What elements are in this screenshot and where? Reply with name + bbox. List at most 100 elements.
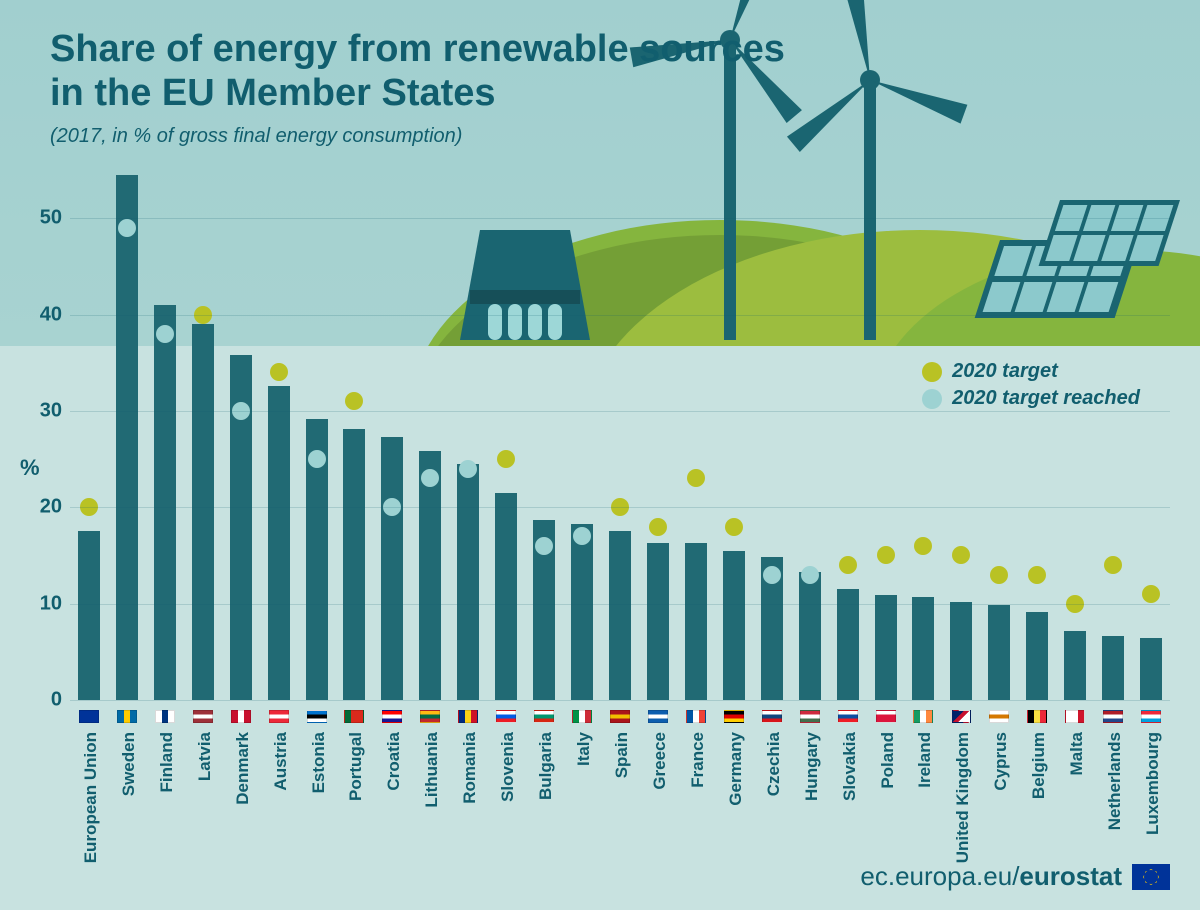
x-label-item: Bulgaria — [534, 710, 554, 732]
subtitle: (2017, in % of gross final energy consum… — [50, 125, 785, 148]
country-label: Greece — [650, 732, 670, 790]
footer-url-bold: eurostat — [1019, 861, 1122, 891]
country-label: Spain — [612, 732, 632, 778]
title-block: Share of energy from renewable sources i… — [50, 28, 785, 148]
target-dot — [497, 450, 515, 468]
bar — [647, 543, 669, 700]
target-dot — [839, 556, 857, 574]
flag-icon — [458, 710, 478, 723]
x-label-item: Luxembourg — [1141, 710, 1161, 732]
country-label: Poland — [878, 732, 898, 789]
y-tick-label: 40 — [22, 303, 62, 326]
flag-icon — [724, 710, 744, 723]
country-label: United Kingdom — [953, 732, 973, 863]
target-dot — [421, 469, 439, 487]
flag-icon — [989, 710, 1009, 723]
flag-icon — [117, 710, 137, 723]
gridline — [70, 604, 1170, 605]
country-label: Estonia — [309, 732, 329, 793]
flag-icon — [838, 710, 858, 723]
legend-label-target: 2020 target — [952, 360, 1058, 383]
x-label-item: Croatia — [382, 710, 402, 732]
flag-icon — [79, 710, 99, 723]
x-labels: European UnionSwedenFinlandLatviaDenmark… — [70, 710, 1170, 870]
infographic-canvas: Share of energy from renewable sources i… — [0, 0, 1200, 910]
x-label-item: France — [686, 710, 706, 732]
bar — [116, 175, 138, 700]
title-line-2: in the EU Member States — [50, 72, 785, 116]
x-label-item: Netherlands — [1103, 710, 1123, 732]
x-label-item: Spain — [610, 710, 630, 732]
flag-icon — [610, 710, 630, 723]
flag-icon — [762, 710, 782, 723]
country-label: Austria — [271, 732, 291, 791]
flag-icon — [951, 710, 971, 723]
bars-container — [70, 170, 1170, 700]
target-dot — [118, 219, 136, 237]
x-label-item: European Union — [79, 710, 99, 732]
flag-icon — [155, 710, 175, 723]
target-dot — [345, 392, 363, 410]
target-dot — [877, 546, 895, 564]
x-label-item: Slovenia — [496, 710, 516, 732]
target-dot — [270, 363, 288, 381]
country-label: Belgium — [1029, 732, 1049, 799]
gridline — [70, 218, 1170, 219]
target-dot — [1104, 556, 1122, 574]
bar — [495, 493, 517, 700]
country-label: Malta — [1067, 732, 1087, 775]
country-label: Hungary — [802, 732, 822, 801]
footer: ec.europa.eu/eurostat — [860, 861, 1170, 892]
bar — [1026, 612, 1048, 700]
country-label: Bulgaria — [536, 732, 556, 800]
x-label-item: Poland — [876, 710, 896, 732]
country-label: Latvia — [195, 732, 215, 781]
x-label-item: Belgium — [1027, 710, 1047, 732]
x-label-item: Malta — [1065, 710, 1085, 732]
country-label: Croatia — [384, 732, 404, 791]
title-line-1: Share of energy from renewable sources — [50, 28, 785, 72]
target-dot — [1142, 585, 1160, 603]
flag-icon — [876, 710, 896, 723]
x-label-item: Italy — [572, 710, 592, 732]
flag-icon — [534, 710, 554, 723]
bar — [685, 543, 707, 700]
country-label: Sweden — [119, 732, 139, 796]
legend-dot-reached — [922, 389, 942, 409]
country-label: Portugal — [346, 732, 366, 801]
footer-url-prefix: ec.europa.eu/ — [860, 861, 1019, 891]
target-dot — [535, 537, 553, 555]
bar — [837, 589, 859, 700]
target-dot — [801, 566, 819, 584]
flag-icon — [344, 710, 364, 723]
country-label: Denmark — [233, 732, 253, 805]
country-label: Slovenia — [498, 732, 518, 802]
flag-icon — [1103, 710, 1123, 723]
bar — [457, 464, 479, 700]
x-label-item: Lithuania — [420, 710, 440, 732]
bar — [609, 531, 631, 700]
country-label: Ireland — [915, 732, 935, 788]
x-label-item: Czechia — [762, 710, 782, 732]
bar — [571, 524, 593, 700]
legend-label-reached: 2020 target reached — [952, 387, 1140, 410]
target-dot — [308, 450, 326, 468]
bar — [875, 595, 897, 700]
x-label-item: Hungary — [800, 710, 820, 732]
bar — [950, 602, 972, 700]
y-tick-label: 0 — [22, 689, 62, 712]
bar — [192, 324, 214, 700]
flag-icon — [231, 710, 251, 723]
legend-row-reached: 2020 target reached — [922, 387, 1140, 410]
chart-area — [70, 170, 1170, 700]
country-label: France — [688, 732, 708, 788]
target-dot — [763, 566, 781, 584]
x-label-item: Ireland — [913, 710, 933, 732]
flag-icon — [572, 710, 592, 723]
bar — [799, 572, 821, 700]
country-label: Slovakia — [840, 732, 860, 801]
country-label: Italy — [574, 732, 594, 766]
flag-icon — [307, 710, 327, 723]
flag-icon — [686, 710, 706, 723]
target-dot — [649, 518, 667, 536]
